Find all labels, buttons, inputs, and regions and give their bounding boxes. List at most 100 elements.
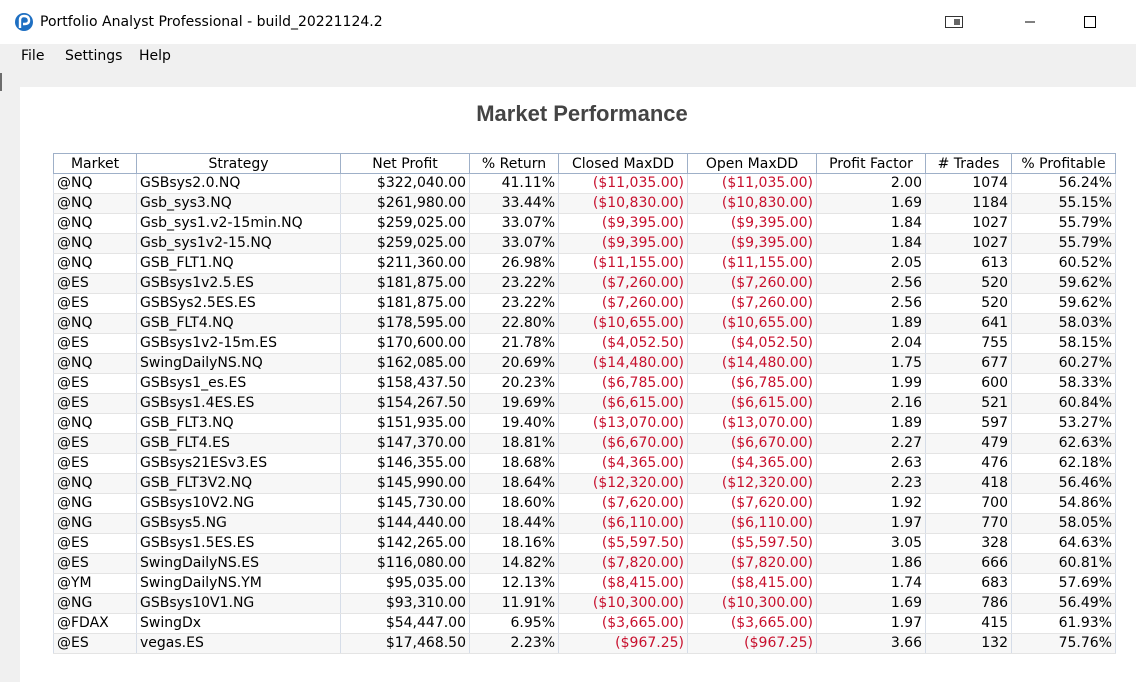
cell-trades: 418: [925, 473, 1012, 494]
cell-return: 18.16%: [469, 533, 559, 554]
table-row[interactable]: @NQ Gsb_sys1v2-15.NQ $259,025.00 33.07% ($9,…: [53, 233, 1116, 254]
column-header-strategy[interactable]: Strategy: [136, 153, 341, 174]
cell-profit-factor: 1.86: [816, 553, 926, 574]
column-header-net-profit[interactable]: Net Profit: [340, 153, 470, 174]
column-header-open-maxdd[interactable]: Open MaxDD: [687, 153, 817, 174]
cell-open-maxdd: ($13,070.00): [687, 413, 817, 434]
table-row[interactable]: @NG GSBsys10V1.NG $93,310.00 11.91% ($10,300…: [53, 593, 1116, 614]
table-row[interactable]: @ES GSBSys2.5ES.ES $181,875.00 23.22% ($7,26…: [53, 293, 1116, 314]
title-bar: Portfolio Analyst Professional - build_2…: [0, 0, 1136, 44]
cell-market: @NQ: [53, 213, 137, 234]
cell-market: @FDAX: [53, 613, 137, 634]
table-row[interactable]: @NQ Gsb_sys3.NQ $261,980.00 33.44% ($10,830.…: [53, 193, 1116, 214]
column-header-profitable[interactable]: % Profitable: [1011, 153, 1116, 174]
table-row[interactable]: @ES GSBsys1v2.5.ES $181,875.00 23.22% ($7,26…: [53, 273, 1116, 294]
table-row[interactable]: @FDAX SwingDx $54,447.00 6.95% ($3,665.00) ($…: [53, 613, 1116, 634]
cell-market: @NG: [53, 513, 137, 534]
table-row[interactable]: @NQ GSB_FLT3V2.NQ $145,990.00 18.64% ($12,32…: [53, 473, 1116, 494]
menu-settings[interactable]: Settings: [65, 48, 123, 64]
cell-market: @ES: [53, 373, 137, 394]
cell-profitable: 60.84%: [1011, 393, 1116, 414]
cell-net-profit: $154,267.50: [340, 393, 470, 414]
table-row[interactable]: @YM SwingDailyNS.YM $95,035.00 12.13% ($8,41…: [53, 573, 1116, 594]
cell-closed-maxdd: ($10,655.00): [558, 313, 688, 334]
cell-closed-maxdd: ($967.25): [558, 633, 688, 654]
column-header-market[interactable]: Market: [53, 153, 137, 174]
cell-market: @NQ: [53, 313, 137, 334]
maximize-icon: [1084, 16, 1096, 28]
table-row[interactable]: @NQ GSBsys2.0.NQ $322,040.00 41.11% ($11,035…: [53, 173, 1116, 194]
cell-profit-factor: 2.63: [816, 453, 926, 474]
cell-profit-factor: 1.89: [816, 413, 926, 434]
table-row[interactable]: @NG GSBsys5.NG $144,440.00 18.44% ($6,110.00…: [53, 513, 1116, 534]
cell-profitable: 60.81%: [1011, 553, 1116, 574]
cell-profit-factor: 1.74: [816, 573, 926, 594]
table-row[interactable]: @ES GSBsys1_es.ES $158,437.50 20.23% ($6,785…: [53, 373, 1116, 394]
cell-closed-maxdd: ($11,035.00): [558, 173, 688, 194]
cell-trades: 641: [925, 313, 1012, 334]
menu-help[interactable]: Help: [139, 48, 171, 64]
column-header-trades[interactable]: # Trades: [925, 153, 1012, 174]
cell-return: 41.11%: [469, 173, 559, 194]
cell-open-maxdd: ($5,597.50): [687, 533, 817, 554]
cell-return: 33.44%: [469, 193, 559, 214]
cell-open-maxdd: ($10,300.00): [687, 593, 817, 614]
cell-profit-factor: 3.05: [816, 533, 926, 554]
cell-strategy: GSB_FLT4.ES: [136, 433, 341, 454]
window-edge-marker: [0, 73, 2, 91]
cell-strategy: GSBsys1v2.5.ES: [136, 273, 341, 294]
cell-market: @NQ: [53, 253, 137, 274]
cell-profitable: 61.93%: [1011, 613, 1116, 634]
cell-closed-maxdd: ($6,615.00): [558, 393, 688, 414]
cell-strategy: Gsb_sys1.v2-15min.NQ: [136, 213, 341, 234]
cell-open-maxdd: ($10,830.00): [687, 193, 817, 214]
cell-market: @ES: [53, 453, 137, 474]
column-header-return[interactable]: % Return: [469, 153, 559, 174]
cell-strategy: GSBsys1.5ES.ES: [136, 533, 341, 554]
snap-layout-button[interactable]: [931, 0, 977, 44]
cell-market: @NQ: [53, 473, 137, 494]
cell-strategy: Gsb_sys1v2-15.NQ: [136, 233, 341, 254]
cell-return: 20.23%: [469, 373, 559, 394]
cell-strategy: GSBsys1v2-15m.ES: [136, 333, 341, 354]
cell-trades: 666: [925, 553, 1012, 574]
cell-trades: 683: [925, 573, 1012, 594]
cell-strategy: SwingDailyNS.YM: [136, 573, 341, 594]
cell-closed-maxdd: ($9,395.00): [558, 213, 688, 234]
cell-profit-factor: 1.84: [816, 233, 926, 254]
maximize-button[interactable]: [1067, 0, 1113, 44]
table-row[interactable]: @ES vegas.ES $17,468.50 2.23% ($967.25) ($967…: [53, 633, 1116, 654]
table-row[interactable]: @NG GSBsys10V2.NG $145,730.00 18.60% ($7,620…: [53, 493, 1116, 514]
cell-market: @ES: [53, 293, 137, 314]
cell-market: @NQ: [53, 353, 137, 374]
table-row[interactable]: @NQ GSB_FLT1.NQ $211,360.00 26.98% ($11,155.…: [53, 253, 1116, 274]
table-row[interactable]: @ES SwingDailyNS.ES $116,080.00 14.82% ($7,8…: [53, 553, 1116, 574]
cell-trades: 770: [925, 513, 1012, 534]
app-logo-icon: [15, 13, 33, 31]
column-header-closed-maxdd[interactable]: Closed MaxDD: [558, 153, 688, 174]
menu-file[interactable]: File: [21, 48, 45, 64]
cell-market: @ES: [53, 393, 137, 414]
cell-return: 18.44%: [469, 513, 559, 534]
cell-return: 18.64%: [469, 473, 559, 494]
cell-trades: 700: [925, 493, 1012, 514]
cell-open-maxdd: ($11,155.00): [687, 253, 817, 274]
table-row[interactable]: @ES GSBsys21ESv3.ES $146,355.00 18.68% ($4,3…: [53, 453, 1116, 474]
table-row[interactable]: @ES GSBsys1.4ES.ES $154,267.50 19.69% ($6,61…: [53, 393, 1116, 414]
table-row[interactable]: @ES GSBsys1.5ES.ES $142,265.00 18.16% ($5,59…: [53, 533, 1116, 554]
cell-trades: 521: [925, 393, 1012, 414]
column-header-profit-factor[interactable]: Profit Factor: [816, 153, 926, 174]
table-row[interactable]: @NQ Gsb_sys1.v2-15min.NQ $259,025.00 33.07%…: [53, 213, 1116, 234]
table-row[interactable]: @ES GSB_FLT4.ES $147,370.00 18.81% ($6,670.0…: [53, 433, 1116, 454]
cell-strategy: SwingDailyNS.ES: [136, 553, 341, 574]
table-row[interactable]: @NQ SwingDailyNS.NQ $162,085.00 20.69% ($14,…: [53, 353, 1116, 374]
table-row[interactable]: @ES GSBsys1v2-15m.ES $170,600.00 21.78% ($4,…: [53, 333, 1116, 354]
cell-profitable: 55.79%: [1011, 233, 1116, 254]
cell-open-maxdd: ($9,395.00): [687, 213, 817, 234]
table-row[interactable]: @NQ GSB_FLT4.NQ $178,595.00 22.80% ($10,655.…: [53, 313, 1116, 334]
cell-strategy: GSBsys10V1.NG: [136, 593, 341, 614]
table-row[interactable]: @NQ GSB_FLT3.NQ $151,935.00 19.40% ($13,070.…: [53, 413, 1116, 434]
minimize-button[interactable]: [1007, 0, 1053, 44]
cell-net-profit: $144,440.00: [340, 513, 470, 534]
cell-open-maxdd: ($7,620.00): [687, 493, 817, 514]
